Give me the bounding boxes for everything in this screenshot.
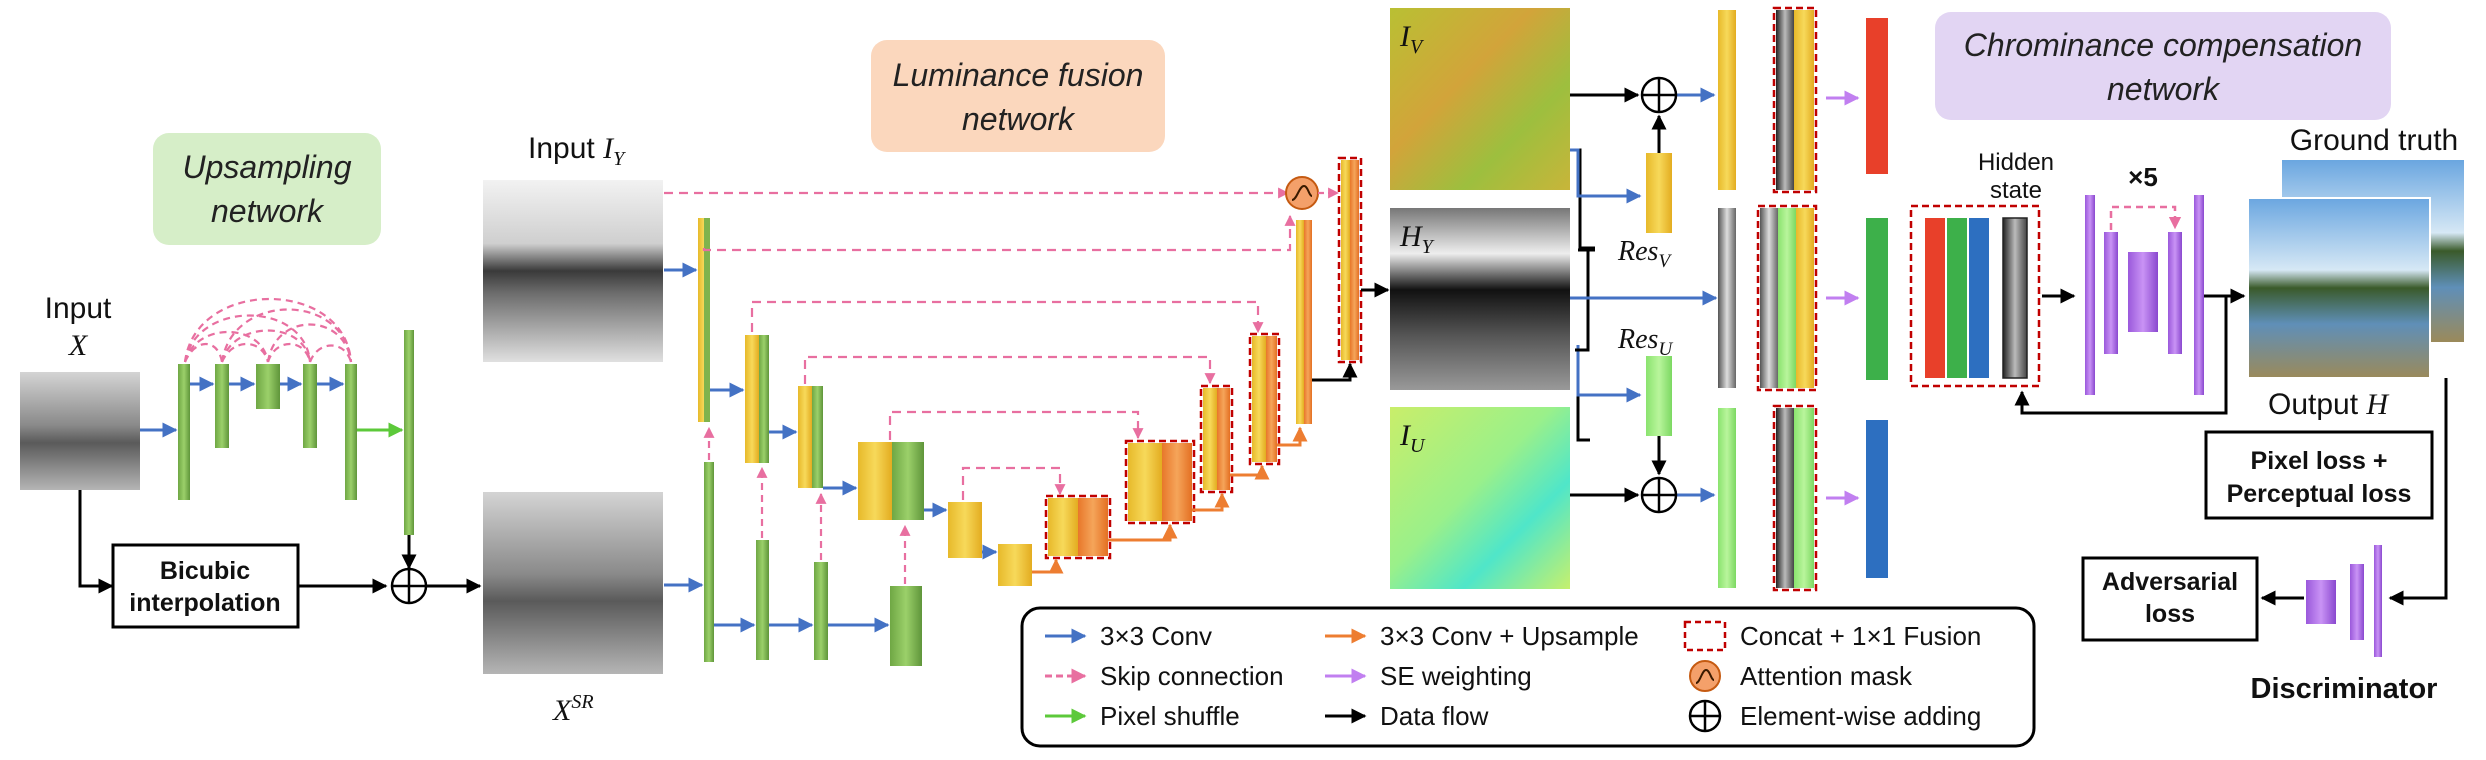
luminance-label-line2: network <box>962 101 1076 137</box>
hidden-state-line2: state <box>1990 177 2042 204</box>
chrominance-label-line1: Chrominance compensation <box>1964 27 2362 63</box>
luminance-vertical-skips <box>703 426 911 584</box>
upsampling-arrows <box>140 376 404 438</box>
legend-item-add: Element-wise adding <box>1688 699 1981 733</box>
adversarial-line1: Adversarial <box>2102 568 2238 596</box>
upsampling-network-label: Upsampling network <box>153 133 381 245</box>
hy-image <box>1390 208 1570 390</box>
legend-item-attn: Attention mask <box>1689 660 1913 692</box>
svg-text:Data flow: Data flow <box>1380 701 1489 731</box>
svg-text:SE weighting: SE weighting <box>1380 661 1532 691</box>
times5-label: ×5 <box>2128 162 2158 192</box>
legend-item-shuffle: Pixel shuffle <box>1045 701 1240 731</box>
resu-label: ResU <box>1617 324 1673 360</box>
legend-box <box>1020 606 2036 748</box>
svg-text:3×3 Conv + Upsample: 3×3 Conv + Upsample <box>1380 621 1639 651</box>
iu-image <box>1390 407 1570 589</box>
yuv-flow-arrows <box>1570 87 1718 503</box>
legend-item-se: SE weighting <box>1325 661 1532 691</box>
svg-text:Skip connection: Skip connection <box>1100 661 1284 691</box>
svg-text:Concat + 1×1 Fusion: Concat + 1×1 Fusion <box>1740 621 1981 651</box>
luminance-to-fusion-arrow <box>1312 362 1358 382</box>
legend-item-flow: Data flow <box>1325 701 1489 731</box>
adversarial-loss-box: Adversarial loss <box>2081 556 2259 642</box>
input-iy-label: Input IY <box>528 132 626 170</box>
discriminator-blocks <box>2306 545 2382 657</box>
bicubic-path: Bicubic interpolation <box>78 490 482 629</box>
bicubic-line2: interpolation <box>129 589 280 617</box>
add-symbol-upsampling <box>390 567 428 605</box>
add-symbol-u <box>1640 476 1678 514</box>
chrominance-label-line2: network <box>2107 71 2221 107</box>
luminance-network-label: Luminance fusion network <box>871 40 1165 152</box>
upsampling-dense-skips <box>183 297 353 363</box>
luminance-label-line1: Luminance fusion <box>893 57 1144 93</box>
iu-label: IU <box>1399 419 1426 457</box>
svg-text:Element-wise adding: Element-wise adding <box>1740 701 1981 731</box>
weighted-features <box>1866 18 1888 578</box>
add-symbol-v <box>1640 76 1678 114</box>
unet-output-arrows <box>2014 288 2246 415</box>
pixel-loss-line2: Perceptual loss <box>2227 480 2412 508</box>
legend-item-concat: Concat + 1×1 Fusion <box>1683 620 1981 652</box>
xsr-label: XSR <box>552 691 594 727</box>
xsr-image <box>483 492 663 674</box>
input-x-image <box>20 372 140 490</box>
input-x-word: Input <box>45 292 112 325</box>
legend-item-convup: 3×3 Conv + Upsample <box>1325 621 1639 651</box>
luminance-conv-arrows <box>664 262 998 633</box>
input-iy-image <box>483 180 663 362</box>
svg-text:3×3 Conv: 3×3 Conv <box>1100 621 1212 651</box>
adversarial-line2: loss <box>2145 600 2195 628</box>
luminance-upsample-arrows <box>1032 426 1308 574</box>
upsampling-label-line2: network <box>211 193 325 229</box>
discriminator-label: Discriminator <box>2251 673 2438 705</box>
svg-text:Attention mask: Attention mask <box>1740 661 1913 691</box>
ground-truth-label: Ground truth <box>2290 124 2458 157</box>
output-label: Output H <box>2268 388 2390 421</box>
resv-label: ResV <box>1617 236 1672 272</box>
residual-blocks <box>1646 153 1672 436</box>
upsampling-label-line1: Upsampling <box>183 149 352 185</box>
chrominance-network-label: Chrominance compensation network <box>1935 12 2391 120</box>
output-image <box>2247 197 2431 379</box>
upsampling-blocks <box>178 330 414 535</box>
attention-mask-node <box>1285 176 1340 210</box>
legend-item-skip: Skip connection <box>1045 661 1284 691</box>
input-x-symbol: X <box>68 329 89 362</box>
svg-text:Pixel shuffle: Pixel shuffle <box>1100 701 1240 731</box>
hidden-state-line1: Hidden <box>1978 149 2054 176</box>
hidden-state-block <box>1909 204 2041 388</box>
output-to-discriminator-arrow <box>2388 378 2448 606</box>
pixel-loss-box: Pixel loss + Perceptual loss <box>2204 430 2434 520</box>
channel-features <box>1718 6 1818 592</box>
luminance-encoder-top <box>698 218 1032 586</box>
luminance-long-skips <box>664 187 1296 500</box>
hy-label: HY <box>1399 220 1435 258</box>
se-weighting-arrows <box>1826 90 1860 506</box>
legend-item-conv: 3×3 Conv <box>1045 621 1212 651</box>
chrominance-unet <box>2085 195 2204 395</box>
iv-label: IV <box>1399 20 1425 58</box>
legend: 3×3 Conv Skip connection Pixel shuffle 3… <box>1020 606 2036 748</box>
pixel-loss-line1: Pixel loss + <box>2251 447 2388 475</box>
iv-image <box>1390 8 1570 190</box>
luminance-encoder-bottom <box>704 462 922 666</box>
luminance-decoder <box>1044 156 1363 560</box>
bicubic-line1: Bicubic <box>160 557 250 585</box>
